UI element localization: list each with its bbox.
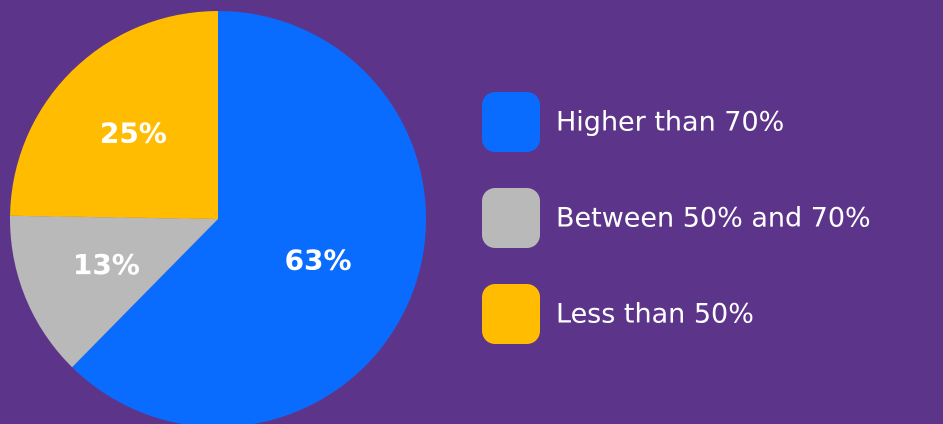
legend-swatch-blue: [482, 92, 540, 152]
legend-swatch-gray: [482, 188, 540, 248]
legend-label: Higher than 70%: [556, 106, 785, 138]
pie-slice: [10, 11, 218, 219]
pie-slice-label: 13%: [73, 248, 140, 281]
legend-label: Between 50% and 70%: [556, 202, 871, 234]
legend-label: Less than 50%: [556, 298, 754, 330]
pie-slice-label: 63%: [285, 244, 352, 277]
legend-swatch-yellow: [482, 284, 540, 344]
pie-slice-label: 25%: [100, 117, 167, 150]
pie-slice: [72, 11, 426, 424]
pie-slice: [10, 215, 219, 368]
